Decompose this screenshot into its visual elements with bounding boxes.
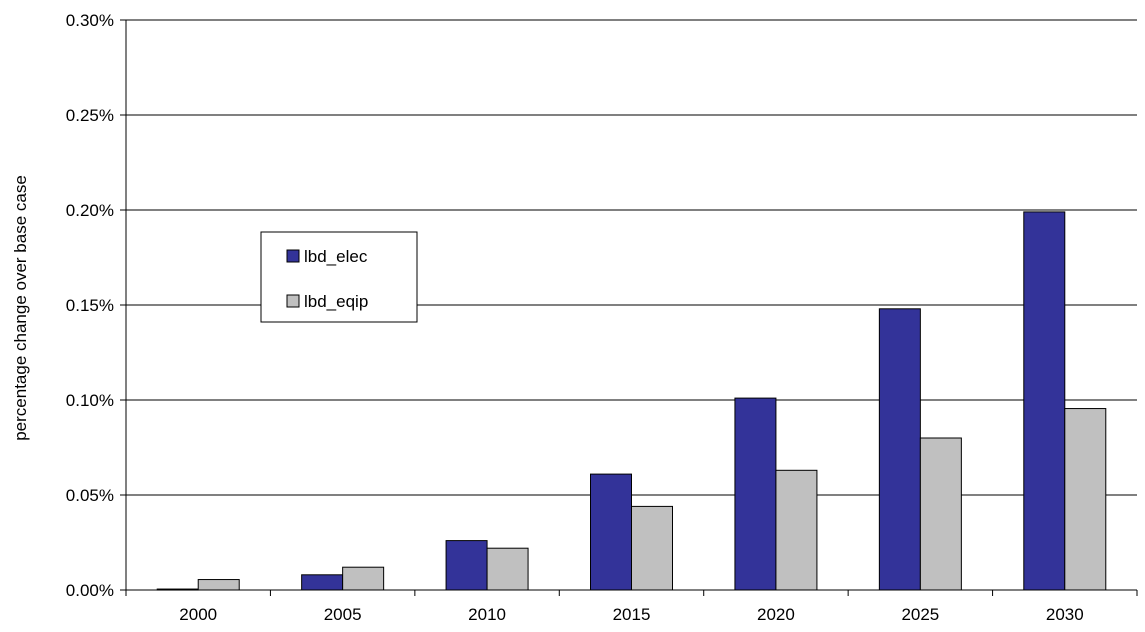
legend-box — [260, 231, 418, 323]
x-tick-label: 2005 — [324, 605, 362, 624]
y-tick-label: 0.10% — [66, 391, 114, 410]
bar-lbd-elec-2025 — [878, 308, 921, 591]
legend-swatch-lbd-elec — [286, 249, 300, 263]
x-tick-label: 2010 — [468, 605, 506, 624]
bar-lbd-eqip-2015 — [631, 505, 673, 591]
axes — [120, 19, 1138, 596]
bar-lbd-elec-2015 — [590, 473, 632, 591]
y-tick-label: 0.25% — [66, 106, 114, 125]
x-tick-label: 2015 — [613, 605, 651, 624]
x-tick-label: 2030 — [1046, 605, 1084, 624]
legend-label-lbd-eqip: lbd_eqip — [304, 292, 368, 311]
bar-lbd-elec-2020 — [734, 397, 777, 591]
bar-lbd-eqip-2000 — [197, 579, 240, 591]
y-tick-label: 0.20% — [66, 201, 114, 220]
bars — [156, 211, 1107, 591]
y-tick-label: 0.00% — [66, 581, 114, 600]
bar-lbd-elec-2010 — [445, 540, 488, 591]
tick-labels: 0.00% 0.05% 0.10% 0.15% 0.20% 0.25% 0.30% 2000 2… — [66, 11, 1084, 624]
bar-lbd-eqip-2025 — [919, 437, 962, 591]
x-tick-label: 2025 — [901, 605, 939, 624]
x-tick-label: 2000 — [179, 605, 217, 624]
legend-label-lbd-elec: lbd_elec — [304, 247, 368, 266]
bar-lbd-eqip-2010 — [486, 547, 529, 591]
y-tick-label: 0.05% — [66, 486, 114, 505]
bar-lbd-eqip-2005 — [342, 566, 385, 591]
bar-lbd-elec-2030 — [1023, 211, 1066, 591]
bar-lbd-eqip-2030 — [1064, 408, 1107, 591]
y-axis-title: percentage change over base case — [11, 175, 30, 441]
bar-lbd-elec-2005 — [301, 574, 344, 591]
x-tick-label: 2020 — [757, 605, 795, 624]
legend: lbd_elec lbd_eqip — [260, 231, 418, 323]
bar-lbd-eqip-2020 — [775, 469, 818, 591]
legend-swatch-lbd-eqip — [286, 294, 300, 308]
y-tick-label: 0.15% — [66, 296, 114, 315]
y-tick-label: 0.30% — [66, 11, 114, 30]
